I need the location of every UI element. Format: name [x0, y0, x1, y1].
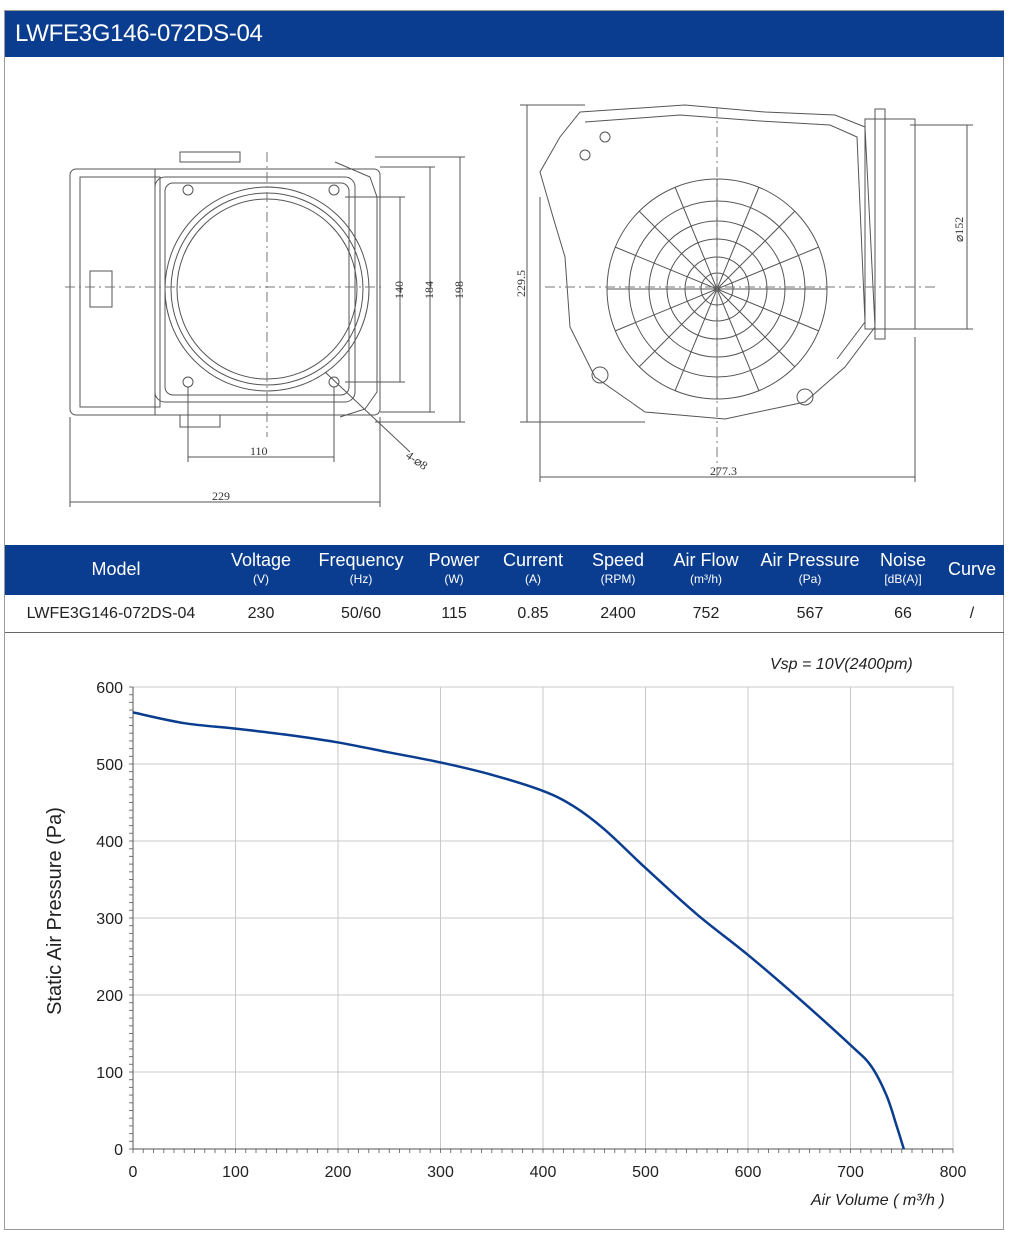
- side-view: [520, 104, 973, 482]
- y-tick-label: 500: [96, 757, 123, 774]
- dim-229: 229: [212, 489, 230, 503]
- col-speed: Speed (RPM): [591, 550, 645, 586]
- cell-frequency: 50/60: [340, 605, 382, 622]
- curve-layer: [132, 711, 905, 1150]
- y-tick-label: 600: [96, 680, 123, 697]
- y-tick-label: 400: [96, 834, 123, 851]
- tick-labels: 0 100 200 300 400 500 600 700 800 0 100 200 300 400 50…: [96, 680, 966, 1181]
- x-tick-label: 200: [325, 1164, 352, 1181]
- cell-noise: 66: [894, 605, 912, 622]
- x-tick-label: 700: [837, 1164, 864, 1181]
- dim-198: 198: [452, 281, 466, 299]
- spec-table-row: LWFE3G146-072DS-04 230 50/60 115 0.85 24…: [5, 595, 1004, 633]
- cell-curve: /: [969, 605, 975, 622]
- performance-chart: 0 100 200 300 400 500 600 700 800 0 100 200 300 400 50…: [5, 633, 1004, 1229]
- col-air-pressure: Air Pressure (Pa): [760, 550, 860, 586]
- x-tick-label: 0: [129, 1164, 138, 1181]
- grid: [132, 686, 954, 1150]
- cell-speed: 2400: [600, 605, 636, 622]
- cell-voltage: 230: [247, 605, 275, 622]
- x-tick-label: 800: [940, 1164, 967, 1181]
- col-current: Current (A): [502, 550, 564, 586]
- pressure-curve: [132, 711, 905, 1150]
- col-power: Power (W): [428, 550, 480, 586]
- dim-229-5: 229.5: [514, 270, 528, 297]
- page-title: LWFE3G146-072DS-04: [15, 20, 263, 47]
- cell-power: 115: [441, 605, 467, 622]
- col-air-flow: Air Flow (m³/h): [673, 550, 739, 586]
- y-tick-label: 0: [114, 1142, 123, 1159]
- front-view: [65, 151, 465, 507]
- y-tick-label: 200: [96, 988, 123, 1005]
- axes: [129, 686, 954, 1153]
- x-tick-label: 100: [222, 1164, 249, 1181]
- dim-277-3: 277.3: [710, 464, 737, 478]
- cell-air-flow: 752: [692, 605, 720, 622]
- page-frame: [4, 10, 1004, 1230]
- curve-annotation: Vsp = 10V(2400pm): [770, 656, 913, 673]
- y-tick-label: 100: [96, 1065, 123, 1082]
- y-tick-label: 300: [96, 911, 123, 928]
- dim-110: 110: [250, 444, 268, 458]
- x-axis-label: Air Volume ( m³/h ): [810, 1192, 945, 1209]
- title-bar: LWFE3G146-072DS-04: [5, 11, 1004, 57]
- col-frequency: Frequency (Hz): [318, 550, 404, 586]
- dim-152: ⌀152: [952, 217, 966, 242]
- cell-current: 0.85: [517, 605, 549, 622]
- col-model: Model: [91, 559, 141, 579]
- x-tick-label: 400: [530, 1164, 557, 1181]
- dim-hole: 4-⌀8: [403, 448, 430, 473]
- dim-140: 140: [392, 281, 406, 299]
- x-tick-label: 300: [427, 1164, 454, 1181]
- col-curve: Curve: [947, 559, 996, 579]
- col-voltage: Voltage (V): [230, 550, 292, 586]
- chart-svg: 0 100 200 300 400 500 600 700 800 0 100 200 300 400 50…: [44, 656, 966, 1209]
- spec-table-header: Model Voltage (V) Frequency (Hz) Power (W) …: [5, 545, 1004, 595]
- y-axis-label: Static Air Pressure (Pa): [44, 807, 66, 1015]
- technical-drawing: 110 229 140 184 198 4-⌀8: [5, 57, 1004, 545]
- cell-air-pressure: 567: [796, 605, 824, 622]
- dim-184: 184: [422, 281, 436, 299]
- x-tick-label: 500: [632, 1164, 659, 1181]
- cell-model: LWFE3G146-072DS-04: [26, 605, 196, 622]
- x-tick-label: 600: [735, 1164, 762, 1181]
- col-noise: Noise [dB(A)]: [879, 550, 927, 586]
